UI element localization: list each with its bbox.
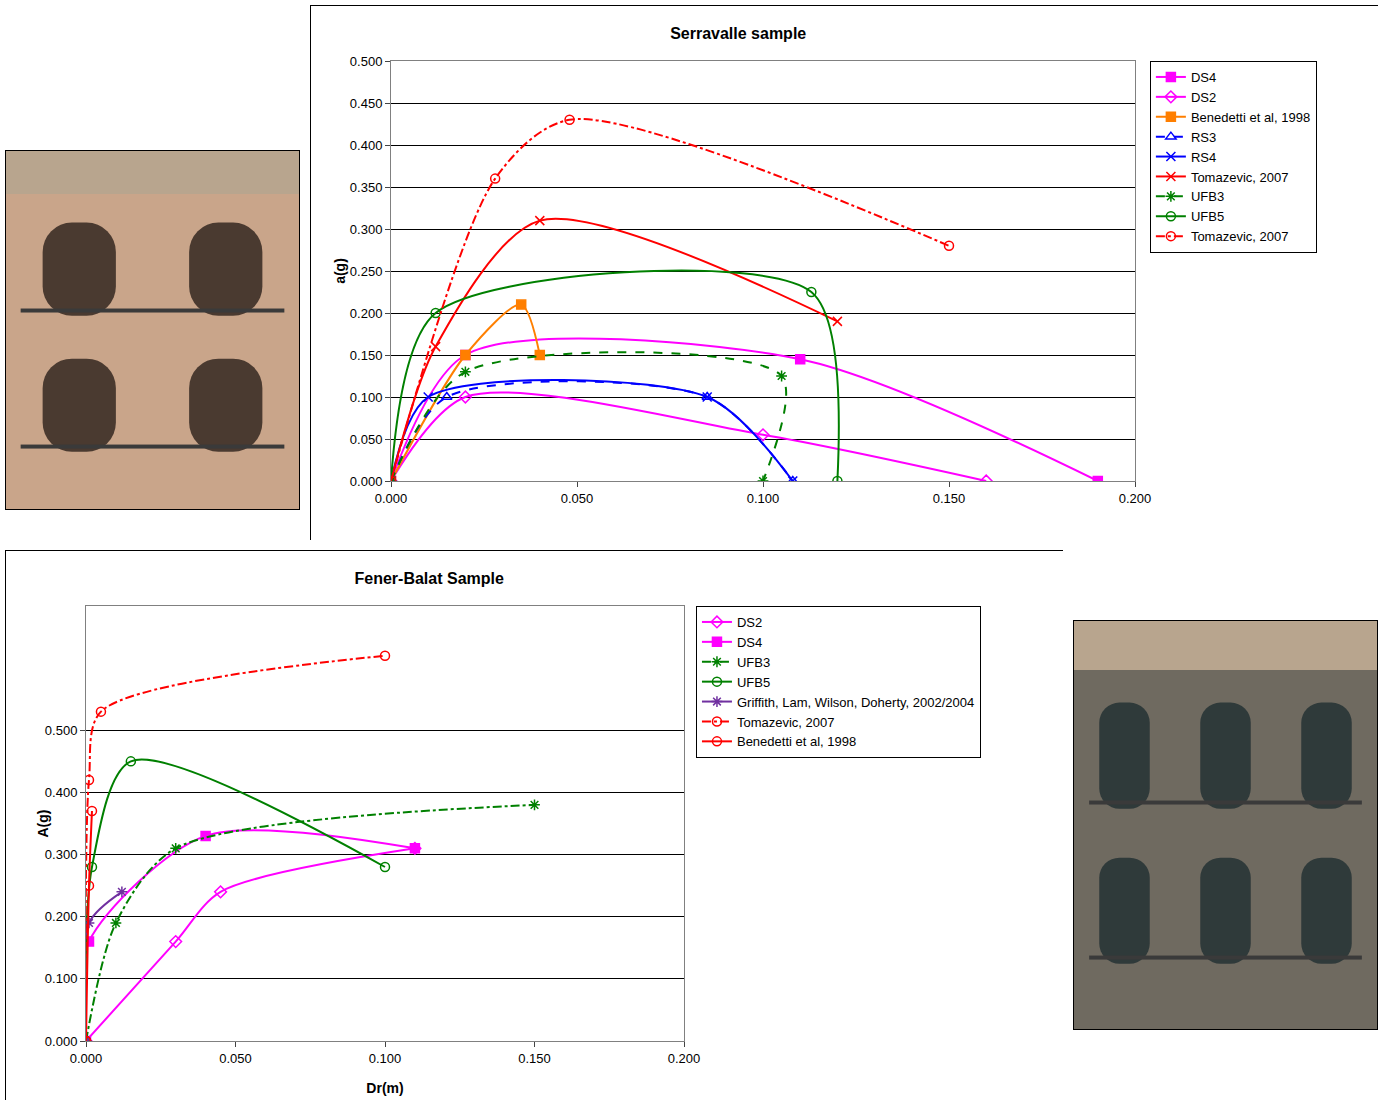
svg-text:Benedetti et al, 1998: Benedetti et al, 1998	[1191, 110, 1310, 125]
svg-text:Fener-Balat Sample: Fener-Balat Sample	[355, 570, 504, 587]
svg-text:0.150: 0.150	[518, 1051, 551, 1066]
svg-text:Tomazevic, 2007: Tomazevic, 2007	[1191, 170, 1289, 185]
svg-text:0.150: 0.150	[933, 491, 966, 506]
svg-text:Benedetti et al, 1998: Benedetti et al, 1998	[737, 734, 856, 749]
svg-text:0.050: 0.050	[219, 1051, 252, 1066]
svg-text:0.200: 0.200	[350, 306, 383, 321]
svg-text:Griffith, Lam, Wilson, Doherty: Griffith, Lam, Wilson, Doherty, 2002/200…	[737, 695, 974, 710]
svg-text:UFB3: UFB3	[1191, 189, 1224, 204]
svg-text:Dr(m): Dr(m)	[366, 1080, 403, 1096]
svg-text:0.500: 0.500	[350, 54, 383, 69]
svg-text:0.450: 0.450	[350, 96, 383, 111]
svg-text:Tomazevic, 2007: Tomazevic, 2007	[737, 715, 835, 730]
svg-text:0.000: 0.000	[45, 1034, 78, 1049]
svg-text:0.050: 0.050	[350, 432, 383, 447]
svg-text:0.000: 0.000	[350, 474, 383, 489]
svg-text:DS4: DS4	[1191, 70, 1216, 85]
svg-text:RS4: RS4	[1191, 150, 1216, 165]
svg-text:0.150: 0.150	[350, 348, 383, 363]
svg-text:A(g): A(g)	[35, 810, 51, 838]
svg-text:0.200: 0.200	[1119, 491, 1152, 506]
svg-text:0.300: 0.300	[45, 847, 78, 862]
svg-text:0.200: 0.200	[668, 1051, 701, 1066]
svg-text:0.400: 0.400	[350, 138, 383, 153]
svg-text:0.000: 0.000	[70, 1051, 103, 1066]
svg-text:UFB5: UFB5	[737, 675, 770, 690]
svg-text:a(g): a(g)	[332, 258, 348, 284]
svg-text:0.100: 0.100	[369, 1051, 402, 1066]
svg-text:RS3: RS3	[1191, 130, 1216, 145]
svg-text:DS2: DS2	[1191, 90, 1216, 105]
svg-text:0.050: 0.050	[561, 491, 594, 506]
svg-text:DS4: DS4	[737, 635, 762, 650]
svg-text:0.000: 0.000	[375, 491, 408, 506]
svg-text:Serravalle sample: Serravalle sample	[670, 25, 806, 42]
svg-text:0.250: 0.250	[350, 264, 383, 279]
svg-text:0.350: 0.350	[350, 180, 383, 195]
svg-text:0.100: 0.100	[350, 390, 383, 405]
svg-text:0.500: 0.500	[45, 723, 78, 738]
svg-text:UFB3: UFB3	[737, 655, 770, 670]
svg-text:0.100: 0.100	[45, 971, 78, 986]
svg-text:Tomazevic, 2007: Tomazevic, 2007	[1191, 229, 1289, 244]
svg-text:0.300: 0.300	[350, 222, 383, 237]
svg-text:0.400: 0.400	[45, 785, 78, 800]
svg-text:DS2: DS2	[737, 615, 762, 630]
svg-text:0.200: 0.200	[45, 909, 78, 924]
svg-text:UFB5: UFB5	[1191, 209, 1224, 224]
svg-text:0.100: 0.100	[747, 491, 780, 506]
